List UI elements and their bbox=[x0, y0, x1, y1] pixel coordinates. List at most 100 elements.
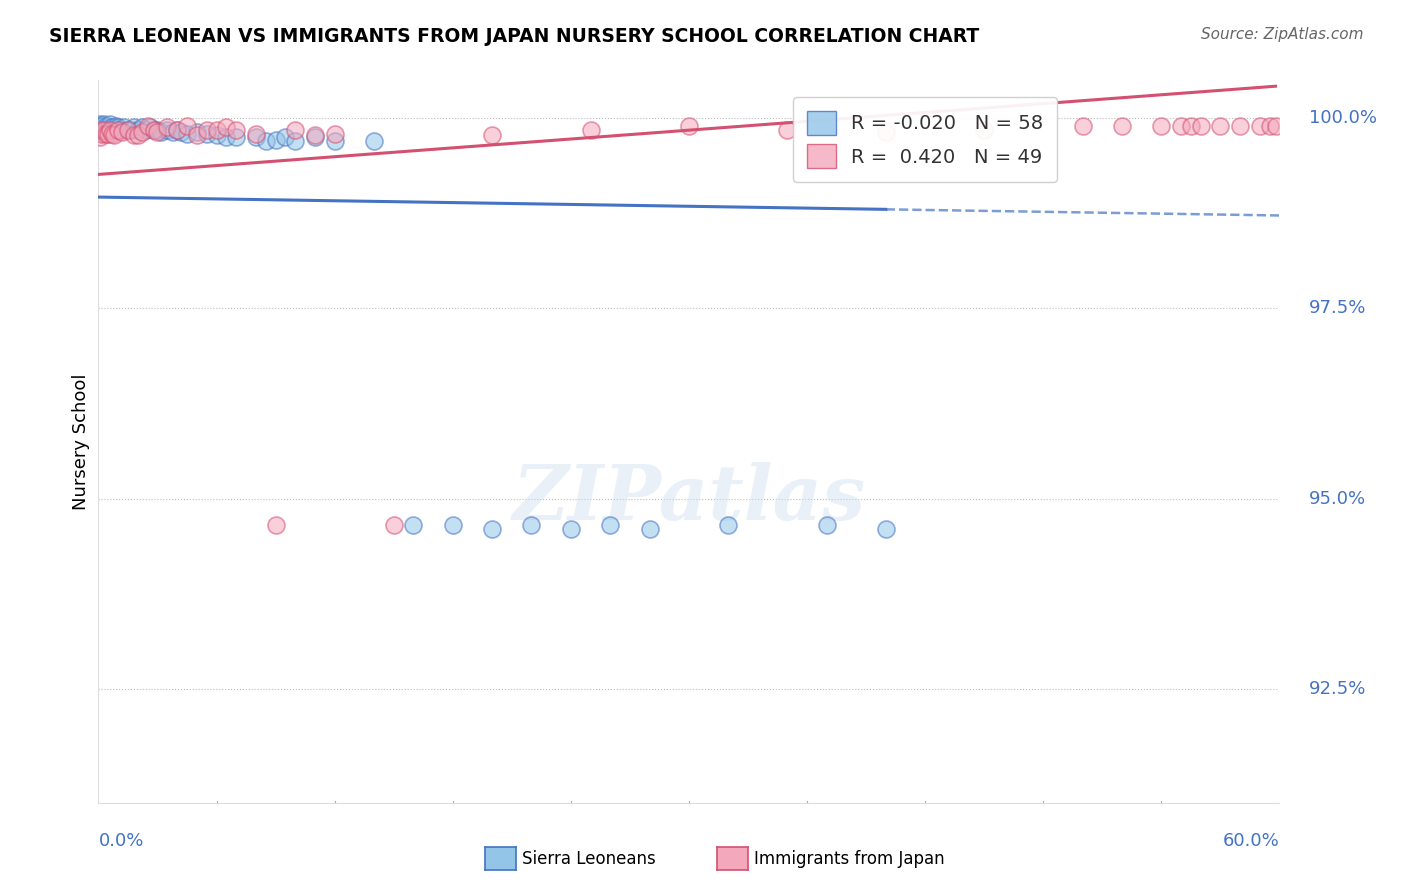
Point bbox=[579, 122, 602, 136]
Point bbox=[112, 120, 135, 135]
Point bbox=[1111, 119, 1133, 133]
Point bbox=[205, 122, 228, 136]
Point bbox=[156, 122, 179, 136]
Point bbox=[93, 122, 115, 136]
Point bbox=[101, 120, 124, 135]
Point bbox=[138, 120, 160, 135]
Point bbox=[678, 119, 700, 133]
Point bbox=[481, 522, 503, 536]
Point bbox=[146, 122, 169, 136]
Point bbox=[122, 120, 145, 135]
Text: Sierra Leoneans: Sierra Leoneans bbox=[522, 850, 655, 868]
Point bbox=[304, 130, 326, 145]
Point bbox=[97, 127, 120, 141]
Point bbox=[107, 122, 129, 136]
Text: 92.5%: 92.5% bbox=[1309, 680, 1367, 698]
Point bbox=[170, 125, 193, 139]
Point bbox=[363, 134, 385, 148]
Point bbox=[274, 130, 297, 145]
Point bbox=[111, 122, 134, 136]
Point bbox=[98, 120, 121, 135]
Point bbox=[254, 134, 277, 148]
Point bbox=[111, 125, 134, 139]
Text: 0.0%: 0.0% bbox=[98, 831, 143, 850]
Point bbox=[156, 120, 179, 135]
Point bbox=[93, 117, 115, 131]
Point bbox=[176, 127, 198, 141]
Point bbox=[186, 128, 208, 142]
Point bbox=[97, 122, 120, 136]
Point bbox=[304, 128, 326, 142]
Point bbox=[1150, 119, 1173, 133]
Point bbox=[127, 128, 149, 142]
Text: 100.0%: 100.0% bbox=[1309, 110, 1376, 128]
Point bbox=[323, 134, 346, 148]
Point bbox=[264, 518, 287, 533]
Point bbox=[150, 125, 173, 139]
Point bbox=[638, 522, 661, 536]
Point bbox=[136, 119, 159, 133]
Point bbox=[166, 122, 188, 136]
Text: 95.0%: 95.0% bbox=[1309, 490, 1367, 508]
Text: SIERRA LEONEAN VS IMMIGRANTS FROM JAPAN NURSERY SCHOOL CORRELATION CHART: SIERRA LEONEAN VS IMMIGRANTS FROM JAPAN … bbox=[49, 27, 980, 45]
Point bbox=[89, 117, 111, 131]
Point bbox=[441, 518, 464, 533]
Point bbox=[599, 518, 621, 533]
Point bbox=[284, 122, 307, 136]
Point bbox=[1209, 119, 1232, 133]
Point bbox=[875, 125, 897, 139]
Point bbox=[146, 125, 169, 139]
Point bbox=[402, 518, 425, 533]
Point bbox=[815, 518, 838, 533]
Point bbox=[89, 130, 111, 145]
Point bbox=[1170, 119, 1192, 133]
Point bbox=[875, 522, 897, 536]
Point bbox=[215, 130, 238, 145]
Point bbox=[215, 120, 238, 135]
Point bbox=[98, 117, 121, 131]
Point bbox=[96, 127, 118, 141]
Point bbox=[105, 119, 128, 133]
Text: 97.5%: 97.5% bbox=[1309, 300, 1367, 318]
Point bbox=[382, 518, 405, 533]
Point bbox=[142, 122, 165, 136]
Point bbox=[166, 122, 188, 136]
Point bbox=[121, 122, 143, 136]
Point bbox=[717, 518, 740, 533]
Point bbox=[89, 122, 111, 136]
Point bbox=[107, 122, 129, 136]
Point bbox=[195, 122, 218, 136]
Point bbox=[520, 518, 543, 533]
Point bbox=[186, 125, 208, 139]
Point bbox=[89, 122, 111, 136]
Point bbox=[176, 119, 198, 133]
Point bbox=[117, 122, 139, 136]
Point bbox=[93, 122, 115, 136]
Point bbox=[127, 122, 149, 136]
Point bbox=[162, 125, 184, 139]
Point bbox=[245, 130, 267, 145]
Point bbox=[284, 134, 307, 148]
Point bbox=[101, 127, 124, 141]
Point bbox=[96, 119, 118, 133]
Point bbox=[205, 128, 228, 142]
Point bbox=[103, 128, 125, 142]
Point bbox=[101, 122, 124, 136]
Point bbox=[122, 128, 145, 142]
Point bbox=[98, 122, 121, 136]
Point bbox=[1071, 119, 1094, 133]
Point bbox=[560, 522, 582, 536]
Text: ZIPatlas: ZIPatlas bbox=[512, 462, 866, 536]
Point bbox=[131, 120, 153, 135]
Point bbox=[1249, 119, 1271, 133]
Point bbox=[1189, 119, 1212, 133]
Text: 60.0%: 60.0% bbox=[1223, 831, 1279, 850]
Point bbox=[1229, 119, 1251, 133]
Text: Source: ZipAtlas.com: Source: ZipAtlas.com bbox=[1201, 27, 1364, 42]
Y-axis label: Nursery School: Nursery School bbox=[72, 373, 90, 510]
Point bbox=[91, 119, 114, 133]
Point bbox=[89, 119, 111, 133]
Point bbox=[103, 122, 125, 136]
Legend: R = -0.020   N = 58, R =  0.420   N = 49: R = -0.020 N = 58, R = 0.420 N = 49 bbox=[793, 97, 1057, 182]
Point bbox=[1258, 119, 1281, 133]
